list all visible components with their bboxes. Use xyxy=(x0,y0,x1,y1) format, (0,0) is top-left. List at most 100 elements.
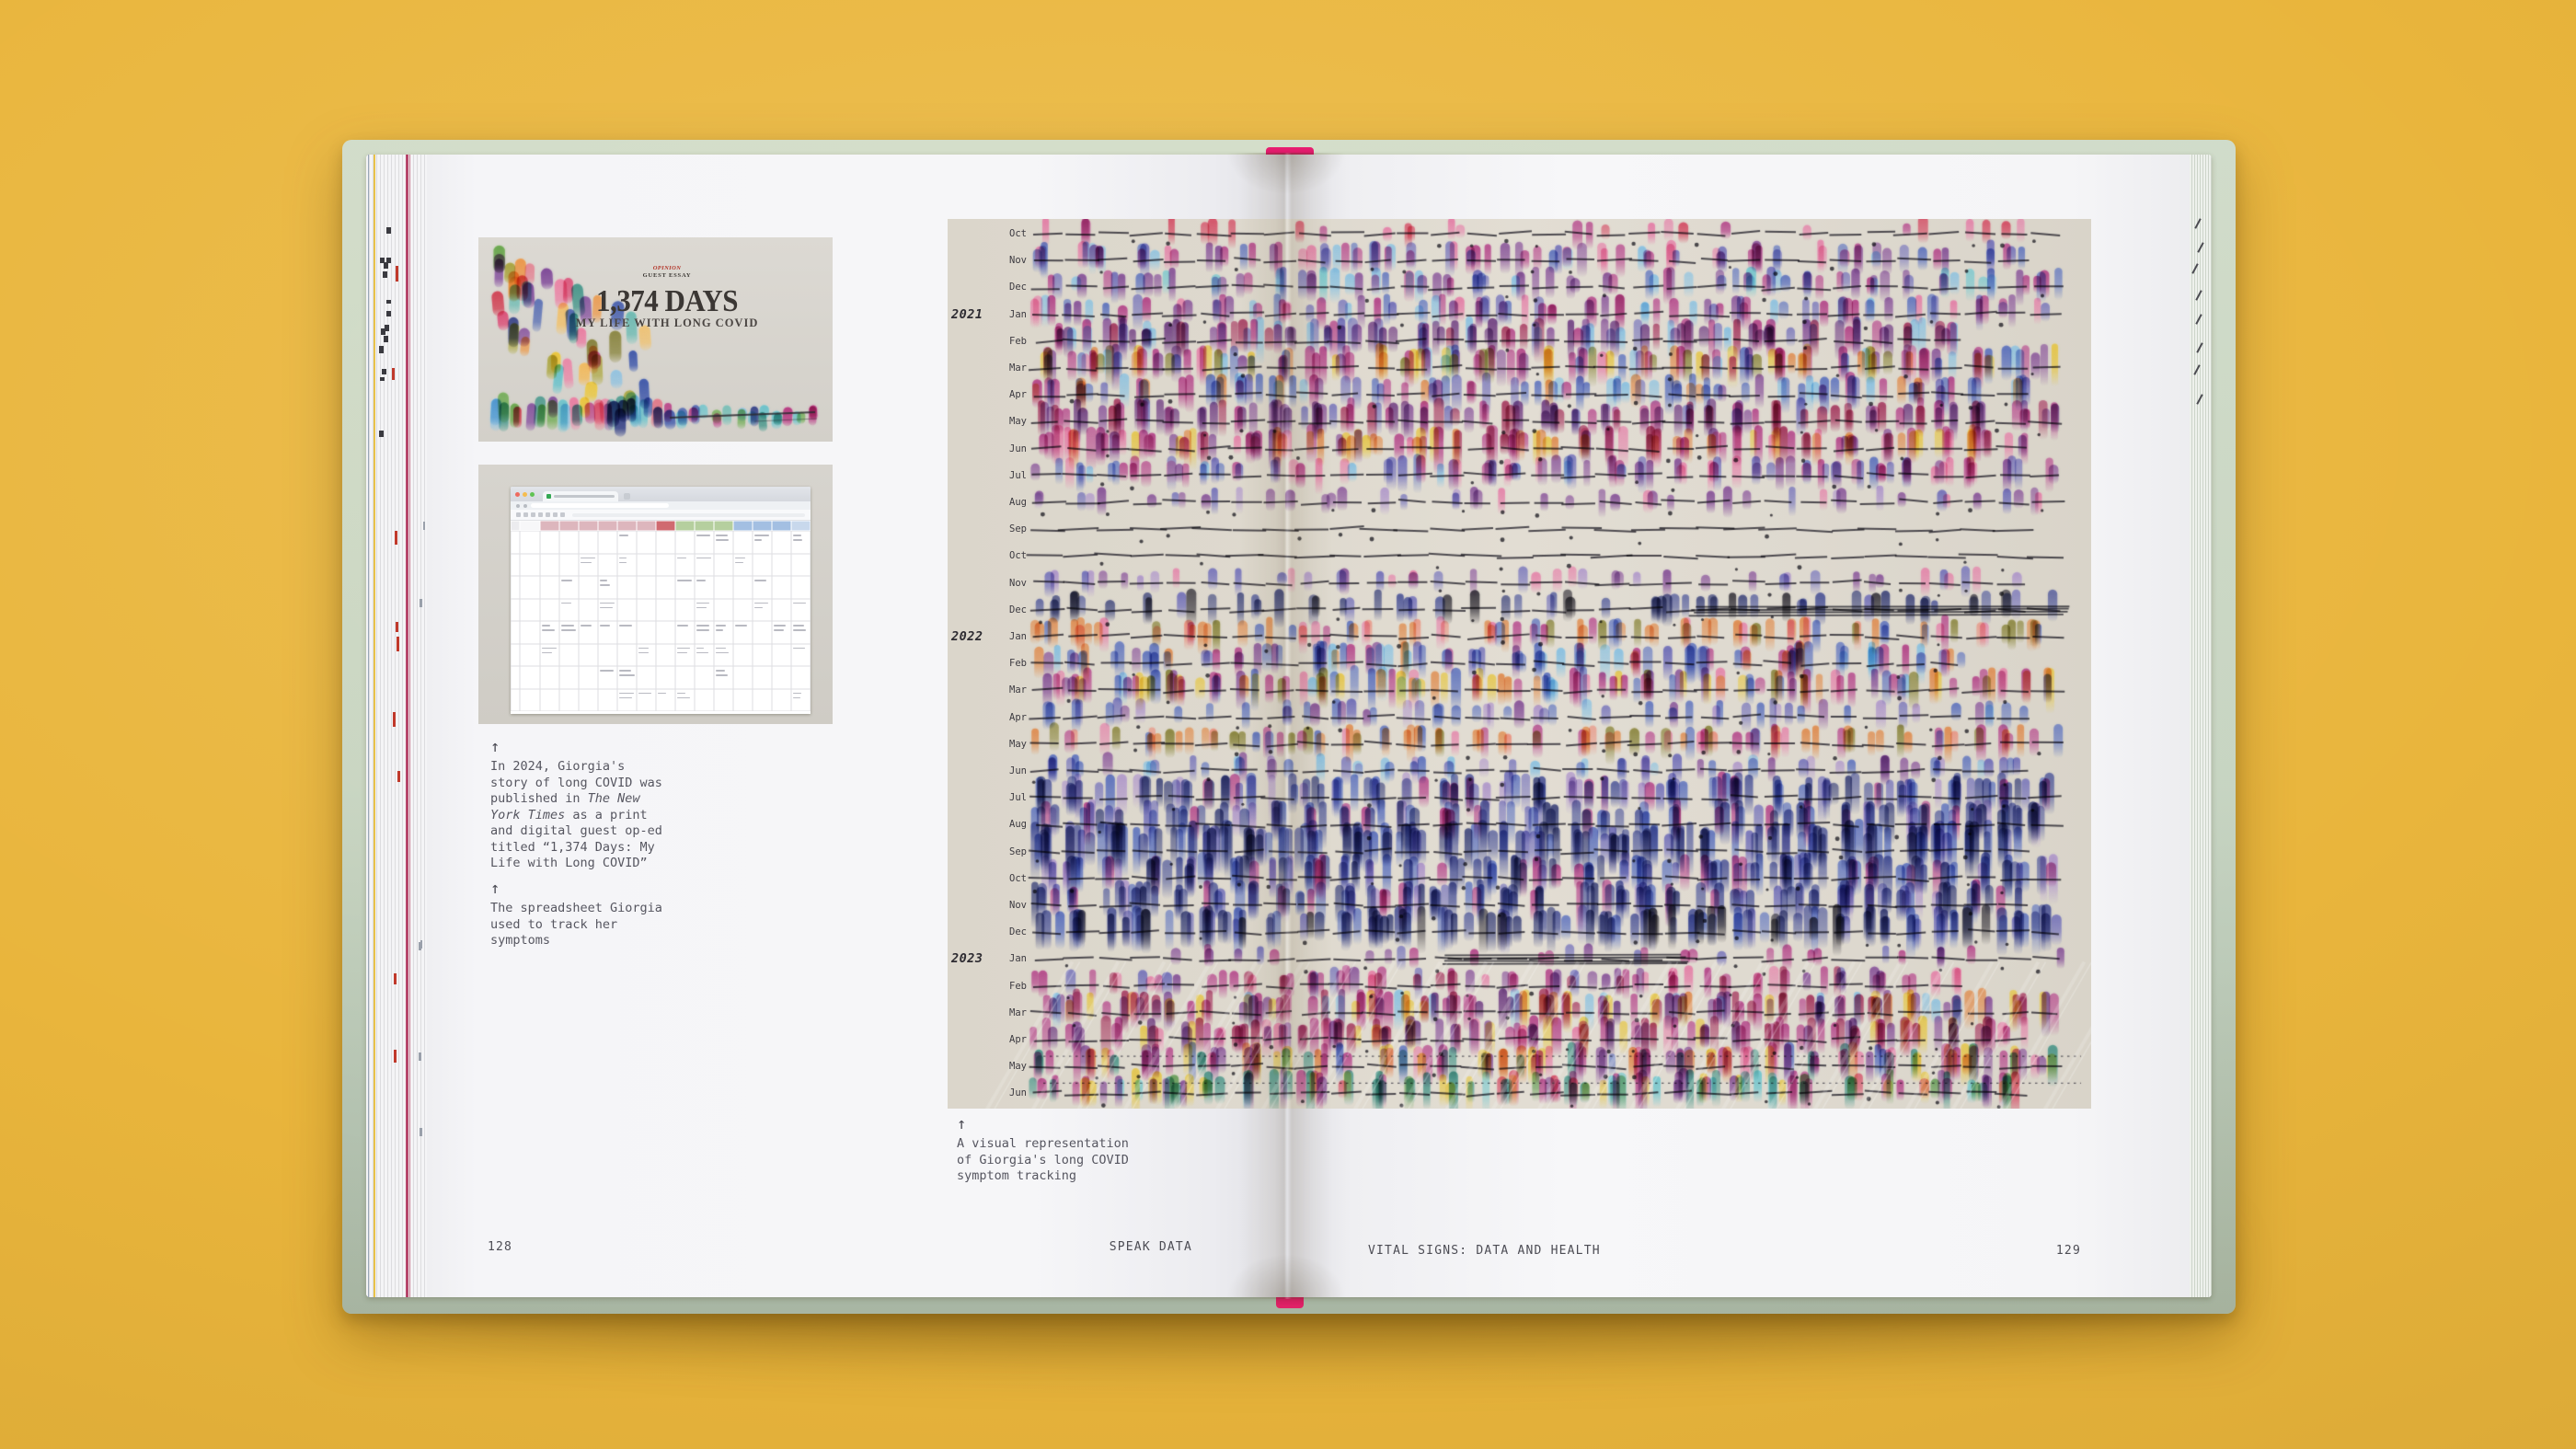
formula-bar xyxy=(572,513,805,517)
oped-subtitle: MY LIFE WITH LONG COVID xyxy=(529,316,805,330)
sheet-cell xyxy=(559,689,579,712)
sheet-cell xyxy=(753,576,772,599)
month-label: Oct xyxy=(948,548,1027,563)
sheet-cell xyxy=(598,666,617,689)
toolbar-icon xyxy=(516,512,521,517)
sheet-cell xyxy=(791,644,811,667)
sheet-cell xyxy=(598,621,617,644)
sheet-cell xyxy=(520,531,540,554)
page-edge-print-mark xyxy=(397,771,400,782)
sheet-cell xyxy=(637,576,656,599)
sheet-cell xyxy=(511,621,520,644)
sheet-cell xyxy=(695,531,714,554)
up-arrow-icon: ↑ xyxy=(490,740,739,754)
page-edge-diagonal-mark xyxy=(2191,263,2198,274)
page-number-left: 128 xyxy=(488,1240,512,1254)
cell-text-placeholder xyxy=(735,562,743,564)
page-edge-print-mark xyxy=(396,266,398,282)
sheet-cell xyxy=(540,554,559,577)
cell-text-placeholder xyxy=(793,693,801,695)
sheet-cell xyxy=(753,689,772,712)
month-label: Oct xyxy=(948,226,1027,241)
sheet-cell xyxy=(753,621,772,644)
cell-text-placeholder xyxy=(793,697,800,699)
month-label: Aug xyxy=(948,495,1027,510)
sheet-cell xyxy=(695,576,714,599)
sheet-cell xyxy=(637,689,656,712)
browser-window xyxy=(511,487,811,714)
column-header-cell xyxy=(753,521,772,531)
cell-text-placeholder xyxy=(716,674,728,676)
sheet-cell xyxy=(637,644,656,667)
page-edge-yellow-line xyxy=(374,155,375,1297)
sheet-cell xyxy=(772,689,791,712)
cell-text-placeholder xyxy=(581,562,592,564)
page-edge-blue-line xyxy=(368,155,369,1297)
sheet-cell xyxy=(540,599,559,622)
month-label: Jun xyxy=(948,764,1027,778)
month-label: Nov xyxy=(948,253,1027,268)
cell-text-placeholder xyxy=(600,625,610,627)
month-label: Sep xyxy=(948,522,1027,536)
traffic-light-close-icon xyxy=(515,492,520,497)
month-label: Aug xyxy=(948,817,1027,832)
cell-text-placeholder xyxy=(619,562,627,564)
page-edge-print-mark xyxy=(379,346,384,353)
page-edge-print-mark xyxy=(383,271,387,278)
column-header-cell xyxy=(511,521,520,531)
page-edge-print-mark xyxy=(384,336,388,342)
month-label: Apr xyxy=(948,1032,1027,1047)
traffic-light-zoom-icon xyxy=(530,492,535,497)
nyt-oped-artwork: OPINION GUEST ESSAY 1,374 DAYS MY LIFE W… xyxy=(478,237,833,442)
caption-oped: ↑ In 2024, Giorgia's story of long COVID… xyxy=(490,740,739,872)
column-header-cell xyxy=(637,521,656,531)
page-edge-print-mark xyxy=(381,328,385,335)
cell-text-placeholder xyxy=(735,625,747,627)
sheet-cell xyxy=(579,666,598,689)
sheet-cell xyxy=(753,644,772,667)
cell-text-placeholder xyxy=(561,603,571,604)
cell-text-placeholder xyxy=(716,539,729,541)
sheet-cell xyxy=(520,554,540,577)
cell-text-placeholder xyxy=(581,625,592,627)
month-label: Nov xyxy=(948,576,1027,591)
column-header-cell xyxy=(598,521,617,531)
sheet-cell xyxy=(772,531,791,554)
traffic-light-minimize-icon xyxy=(523,492,527,497)
cell-text-placeholder xyxy=(716,652,729,654)
sheet-cell xyxy=(579,554,598,577)
cell-text-placeholder xyxy=(600,607,613,609)
column-header-cell xyxy=(791,521,811,531)
cell-text-placeholder xyxy=(658,693,666,695)
cell-text-placeholder xyxy=(716,625,726,627)
month-label: Mar xyxy=(948,683,1027,697)
cell-text-placeholder xyxy=(542,625,550,627)
sheet-cell xyxy=(540,666,559,689)
sheet-cell xyxy=(656,644,675,667)
sheet-cell xyxy=(637,599,656,622)
sheet-cell xyxy=(579,621,598,644)
cell-text-placeholder xyxy=(754,603,768,604)
cell-text-placeholder xyxy=(677,693,685,695)
page-edge-red-line xyxy=(406,155,408,1297)
up-arrow-icon: ↑ xyxy=(490,881,739,896)
sheet-cell xyxy=(675,666,695,689)
caption-segment: A visual representation of Giorgia's lon… xyxy=(957,1136,1129,1183)
cell-text-placeholder xyxy=(793,603,806,604)
cell-text-placeholder xyxy=(600,580,607,581)
month-label: Apr xyxy=(948,387,1027,402)
sheet-cell xyxy=(617,666,637,689)
cell-text-placeholder xyxy=(619,558,627,559)
running-head-left: SPEAK DATA xyxy=(1110,1240,1192,1254)
month-label: Nov xyxy=(948,898,1027,913)
sheet-cell xyxy=(617,554,637,577)
sheet-cell xyxy=(753,599,772,622)
page-edge-diagonal-mark xyxy=(2196,342,2202,353)
sheet-cell xyxy=(753,554,772,577)
sheet-cell xyxy=(511,666,520,689)
sheet-cell xyxy=(791,576,811,599)
column-header-cell xyxy=(675,521,695,531)
sheet-cell xyxy=(579,689,598,712)
cell-text-placeholder xyxy=(619,697,632,699)
sheet-cell xyxy=(598,689,617,712)
